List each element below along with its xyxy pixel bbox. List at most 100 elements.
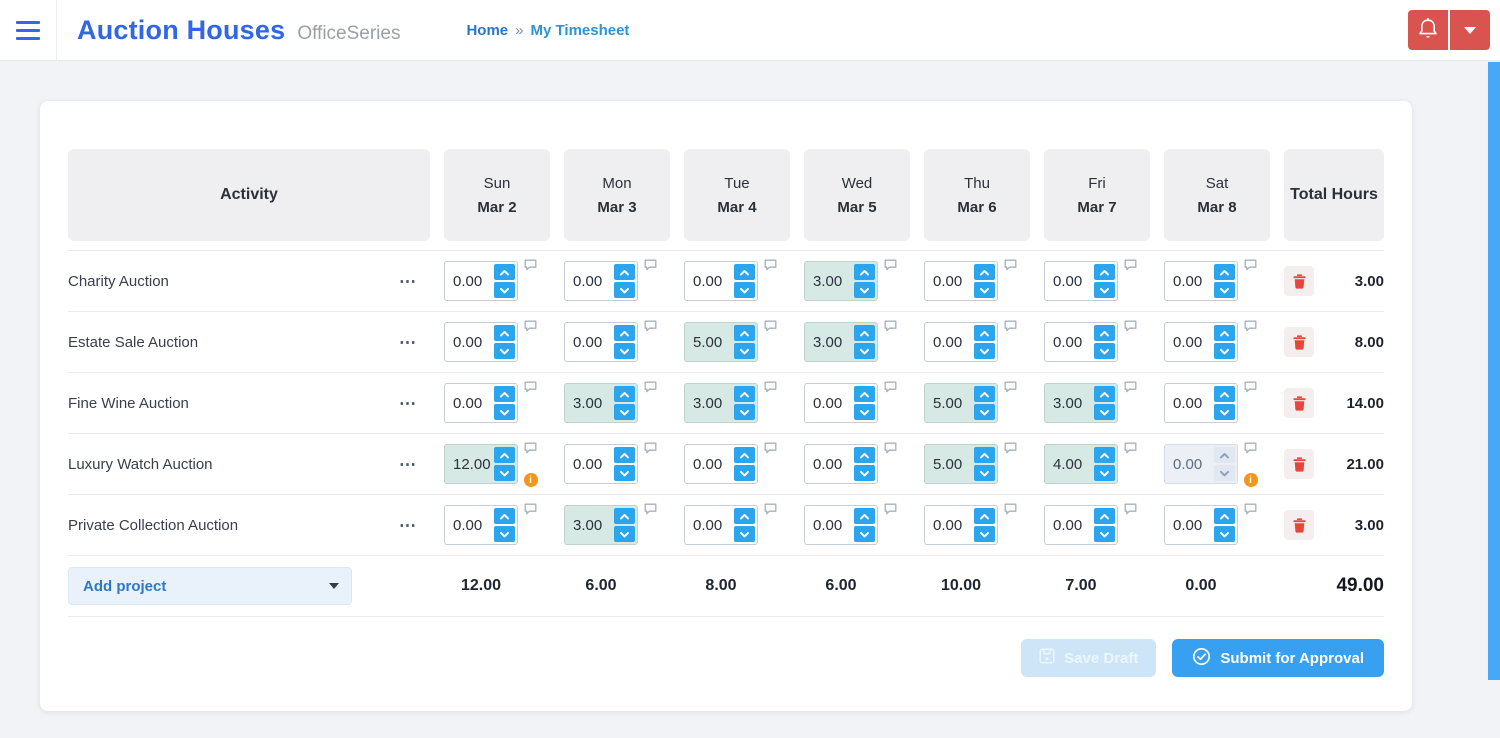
comment-icon[interactable] — [884, 502, 897, 520]
hours-input[interactable]: 0.00 — [924, 505, 998, 545]
comment-icon[interactable] — [1004, 502, 1017, 520]
hours-input[interactable]: 0.00 — [684, 444, 758, 484]
comment-icon[interactable] — [764, 441, 777, 459]
decrement-hours-button[interactable] — [974, 282, 995, 298]
delete-row-button[interactable] — [1284, 510, 1314, 540]
delete-row-button[interactable] — [1284, 266, 1314, 296]
increment-hours-button[interactable] — [614, 325, 635, 341]
row-options-ellipsis-button[interactable]: ⋯ — [399, 454, 418, 474]
add-project-dropdown[interactable]: Add project — [68, 567, 352, 605]
increment-hours-button[interactable] — [974, 447, 995, 463]
decrement-hours-button[interactable] — [974, 404, 995, 420]
comment-icon[interactable] — [1004, 441, 1017, 459]
increment-hours-button[interactable] — [1094, 447, 1115, 463]
increment-hours-button[interactable] — [614, 264, 635, 280]
comment-icon[interactable] — [764, 502, 777, 520]
decrement-hours-button[interactable] — [974, 465, 995, 481]
hours-input[interactable]: 0.00 — [1044, 261, 1118, 301]
hours-input[interactable]: 0.00 — [1164, 383, 1238, 423]
hours-input[interactable]: 3.00 — [1044, 383, 1118, 423]
comment-icon[interactable] — [1244, 380, 1257, 398]
hours-input[interactable]: 5.00 — [924, 383, 998, 423]
decrement-hours-button[interactable] — [1214, 282, 1235, 298]
comment-icon[interactable] — [1124, 441, 1137, 459]
decrement-hours-button[interactable] — [854, 282, 875, 298]
increment-hours-button[interactable] — [854, 325, 875, 341]
comment-icon[interactable] — [644, 258, 657, 276]
comment-icon[interactable] — [1244, 319, 1257, 337]
decrement-hours-button[interactable] — [1094, 526, 1115, 542]
hours-input[interactable]: 4.00 — [1044, 444, 1118, 484]
delete-row-button[interactable] — [1284, 388, 1314, 418]
increment-hours-button[interactable] — [1214, 264, 1235, 280]
breadcrumb-current-link[interactable]: My Timesheet — [530, 21, 630, 39]
row-options-ellipsis-button[interactable]: ⋯ — [399, 271, 418, 291]
increment-hours-button[interactable] — [734, 325, 755, 341]
hours-input[interactable]: 3.00 — [804, 261, 878, 301]
comment-icon[interactable] — [524, 258, 537, 276]
notifications-button[interactable] — [1408, 10, 1448, 50]
decrement-hours-button[interactable] — [1214, 404, 1235, 420]
row-options-ellipsis-button[interactable]: ⋯ — [399, 393, 418, 413]
decrement-hours-button[interactable] — [1094, 404, 1115, 420]
hours-input[interactable]: 0.00 — [924, 261, 998, 301]
increment-hours-button[interactable] — [494, 325, 515, 341]
comment-icon[interactable] — [884, 258, 897, 276]
increment-hours-button[interactable] — [734, 386, 755, 402]
hours-input[interactable]: 0.00 — [564, 261, 638, 301]
decrement-hours-button[interactable] — [1094, 282, 1115, 298]
increment-hours-button[interactable] — [1094, 325, 1115, 341]
decrement-hours-button[interactable] — [494, 282, 515, 298]
decrement-hours-button[interactable] — [614, 465, 635, 481]
decrement-hours-button[interactable] — [734, 282, 755, 298]
decrement-hours-button[interactable] — [1094, 465, 1115, 481]
info-icon[interactable]: i — [1243, 473, 1258, 487]
comment-icon[interactable] — [524, 380, 537, 398]
decrement-hours-button[interactable] — [1214, 526, 1235, 542]
decrement-hours-button[interactable] — [494, 526, 515, 542]
increment-hours-button[interactable] — [614, 386, 635, 402]
decrement-hours-button[interactable] — [1214, 343, 1235, 359]
comment-icon[interactable] — [884, 380, 897, 398]
increment-hours-button[interactable] — [974, 325, 995, 341]
comment-icon[interactable] — [884, 319, 897, 337]
increment-hours-button[interactable] — [614, 447, 635, 463]
decrement-hours-button[interactable] — [614, 526, 635, 542]
decrement-hours-button[interactable] — [974, 343, 995, 359]
increment-hours-button[interactable] — [494, 447, 515, 463]
hours-input[interactable]: 5.00 — [684, 322, 758, 362]
comment-icon[interactable] — [524, 502, 537, 520]
hamburger-menu-button[interactable] — [0, 0, 57, 60]
comment-icon[interactable] — [1244, 258, 1257, 276]
hours-input[interactable]: 0.00 — [804, 444, 878, 484]
hours-input[interactable]: 0.00 — [444, 505, 518, 545]
comment-icon[interactable] — [644, 319, 657, 337]
increment-hours-button[interactable] — [734, 264, 755, 280]
comment-icon[interactable] — [764, 380, 777, 398]
hours-input[interactable]: 0.00 — [444, 383, 518, 423]
delete-row-button[interactable] — [1284, 327, 1314, 357]
increment-hours-button[interactable] — [854, 386, 875, 402]
comment-icon[interactable] — [1244, 502, 1257, 520]
hours-input[interactable]: 5.00 — [924, 444, 998, 484]
increment-hours-button[interactable] — [494, 508, 515, 524]
comment-icon[interactable] — [644, 380, 657, 398]
increment-hours-button[interactable] — [1094, 508, 1115, 524]
hours-input[interactable]: 0.00 — [564, 444, 638, 484]
hours-input[interactable]: 3.00 — [564, 505, 638, 545]
increment-hours-button[interactable] — [1094, 264, 1115, 280]
hours-input[interactable]: 3.00 — [804, 322, 878, 362]
increment-hours-button[interactable] — [1214, 325, 1235, 341]
decrement-hours-button[interactable] — [614, 282, 635, 298]
decrement-hours-button[interactable] — [974, 526, 995, 542]
hours-input[interactable]: 3.00 — [564, 383, 638, 423]
increment-hours-button[interactable] — [854, 508, 875, 524]
decrement-hours-button[interactable] — [494, 465, 515, 481]
hours-input[interactable]: 0.00 — [1164, 505, 1238, 545]
decrement-hours-button[interactable] — [614, 404, 635, 420]
increment-hours-button[interactable] — [1094, 386, 1115, 402]
comment-icon[interactable] — [1244, 441, 1257, 459]
increment-hours-button[interactable] — [854, 447, 875, 463]
submit-for-approval-button[interactable]: Submit for Approval — [1172, 639, 1384, 677]
row-options-ellipsis-button[interactable]: ⋯ — [399, 332, 418, 352]
